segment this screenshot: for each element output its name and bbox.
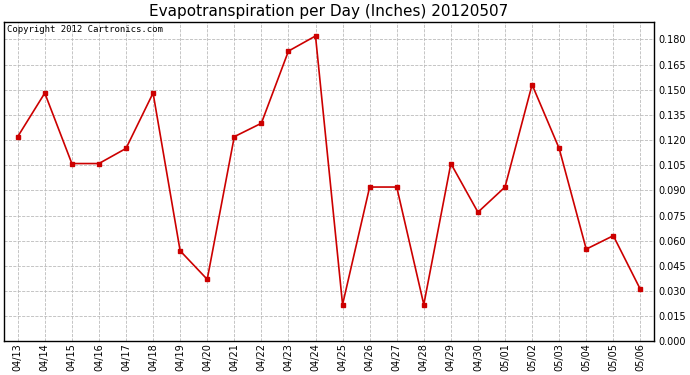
Title: Evapotranspiration per Day (Inches) 20120507: Evapotranspiration per Day (Inches) 2012… <box>150 4 509 19</box>
Text: Copyright 2012 Cartronics.com: Copyright 2012 Cartronics.com <box>8 25 164 34</box>
